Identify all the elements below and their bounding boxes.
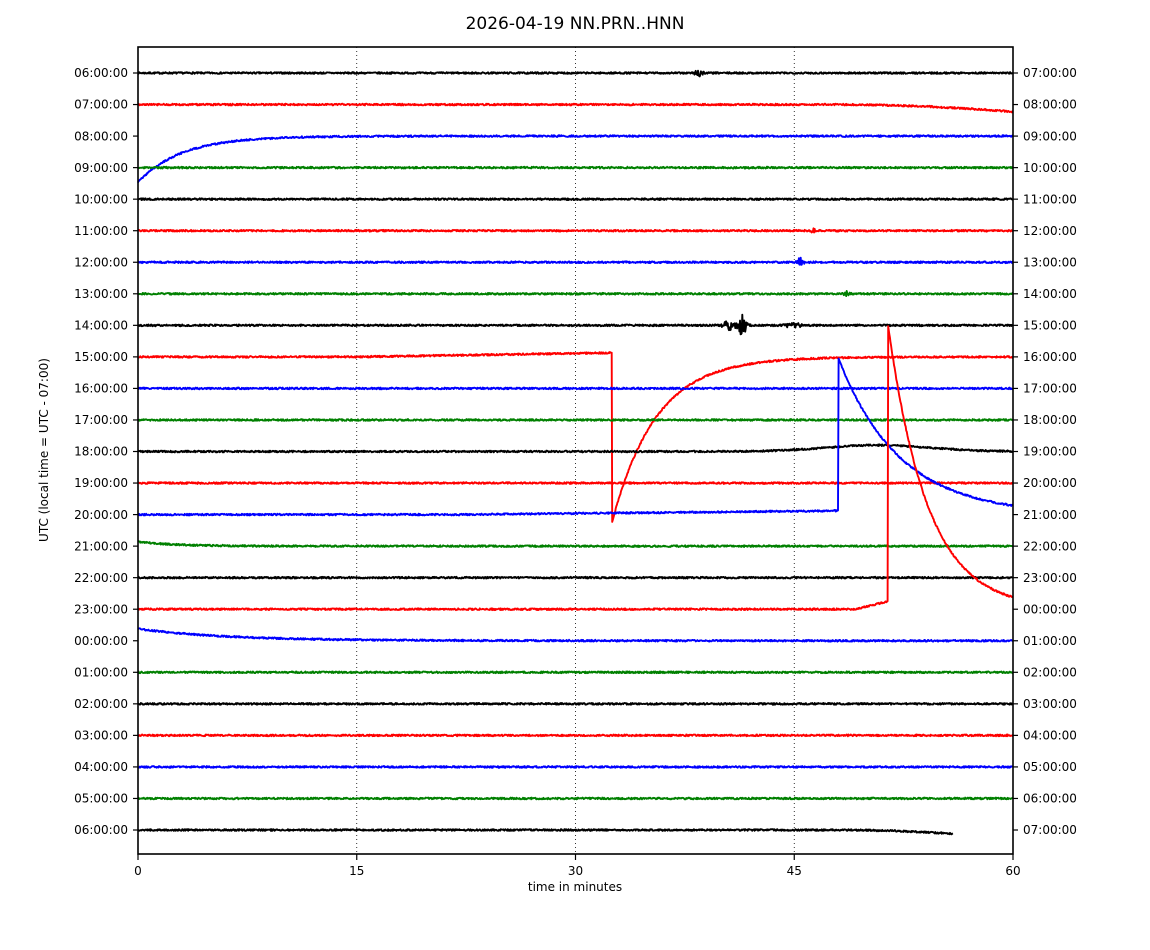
utc-time-label: 19:00:00 [74, 476, 128, 490]
trace-row-000000 [137, 627, 1014, 643]
utc-time-label: 08:00:00 [74, 129, 128, 143]
local-time-label: 15:00:00 [1023, 319, 1077, 333]
trace-row-110000 [137, 227, 1014, 234]
utc-time-label: 14:00:00 [74, 319, 128, 333]
trace-row-090000 [137, 165, 1014, 170]
local-time-label: 07:00:00 [1023, 66, 1077, 80]
local-time-label: 08:00:00 [1023, 98, 1077, 112]
utc-time-label: 00:00:00 [74, 634, 128, 648]
utc-time-label: 23:00:00 [74, 602, 128, 616]
local-time-label: 23:00:00 [1023, 571, 1077, 585]
utc-time-label: 04:00:00 [74, 760, 128, 774]
utc-time-label: 07:00:00 [74, 98, 128, 112]
trace-row-080000 [137, 134, 1014, 183]
utc-time-label: 17:00:00 [74, 413, 128, 427]
local-time-label: 11:00:00 [1023, 192, 1077, 206]
local-time-label: 09:00:00 [1023, 129, 1077, 143]
utc-time-label: 15:00:00 [74, 350, 128, 364]
local-time-label: 19:00:00 [1023, 445, 1077, 459]
trace-row-230000 [137, 325, 1014, 612]
local-time-label: 10:00:00 [1023, 161, 1077, 175]
utc-time-label: 12:00:00 [74, 255, 128, 269]
utc-time-label: 22:00:00 [74, 571, 128, 585]
trace-row-060000 [137, 828, 954, 836]
trace-row-070000 [137, 102, 1014, 114]
local-time-label: 13:00:00 [1023, 255, 1077, 269]
trace-row-050000 [137, 796, 1014, 801]
trace-row-010000 [137, 670, 1014, 675]
x-tick-label: 15 [349, 864, 364, 878]
local-time-label: 01:00:00 [1023, 634, 1077, 648]
chart-title: 2026-04-19 NN.PRN..HNN [465, 14, 685, 34]
trace-row-120000 [137, 256, 1014, 266]
x-tick-label: 0 [134, 864, 142, 878]
trace-row-210000 [137, 540, 1014, 548]
utc-time-label: 01:00:00 [74, 665, 128, 679]
trace-row-170000 [137, 418, 1014, 422]
x-tick-label: 60 [1005, 864, 1020, 878]
trace-row-140000 [137, 313, 1014, 336]
trace-row-200000 [137, 357, 1014, 517]
utc-time-label: 11:00:00 [74, 224, 128, 238]
local-time-label: 21:00:00 [1023, 508, 1077, 522]
trace-row-190000 [137, 481, 1014, 485]
utc-time-label: 20:00:00 [74, 508, 128, 522]
utc-time-label: 09:00:00 [74, 161, 128, 175]
utc-time-label: 10:00:00 [74, 192, 128, 206]
x-axis-label: time in minutes [527, 880, 623, 894]
trace-row-100000 [137, 197, 1014, 201]
local-time-label: 12:00:00 [1023, 224, 1077, 238]
local-time-label: 16:00:00 [1023, 350, 1077, 364]
utc-time-label: 16:00:00 [74, 382, 128, 396]
x-tick-label: 30 [568, 864, 583, 878]
local-time-label: 20:00:00 [1023, 476, 1077, 490]
local-time-label: 04:00:00 [1023, 729, 1077, 743]
x-tick-label: 45 [787, 864, 802, 878]
trace-row-060000 [137, 69, 1014, 78]
local-time-label: 22:00:00 [1023, 539, 1077, 553]
local-time-label: 14:00:00 [1023, 287, 1077, 301]
trace-row-220000 [137, 575, 1014, 580]
utc-time-label: 06:00:00 [74, 823, 128, 837]
trace-row-020000 [137, 702, 1014, 706]
trace-row-180000 [137, 443, 1014, 454]
local-time-label: 18:00:00 [1023, 413, 1077, 427]
trace-row-030000 [137, 733, 1014, 738]
local-time-label: 02:00:00 [1023, 665, 1077, 679]
utc-time-label: 21:00:00 [74, 539, 128, 553]
trace-row-130000 [137, 290, 1014, 298]
utc-time-label: 18:00:00 [74, 445, 128, 459]
trace-row-160000 [137, 386, 1014, 391]
utc-time-label: 02:00:00 [74, 697, 128, 711]
local-time-label: 00:00:00 [1023, 602, 1077, 616]
local-time-label: 03:00:00 [1023, 697, 1077, 711]
trace-row-040000 [137, 765, 1014, 769]
utc-time-label: 03:00:00 [74, 729, 128, 743]
local-time-label: 17:00:00 [1023, 382, 1077, 396]
utc-time-label: 05:00:00 [74, 792, 128, 806]
utc-time-label: 13:00:00 [74, 287, 128, 301]
local-time-label: 06:00:00 [1023, 792, 1077, 806]
local-time-label: 07:00:00 [1023, 823, 1077, 837]
trace-row-150000 [137, 351, 1014, 523]
utc-time-label: 06:00:00 [74, 66, 128, 80]
y-axis-label: UTC (local time = UTC - 07:00) [37, 358, 51, 542]
local-time-label: 05:00:00 [1023, 760, 1077, 774]
